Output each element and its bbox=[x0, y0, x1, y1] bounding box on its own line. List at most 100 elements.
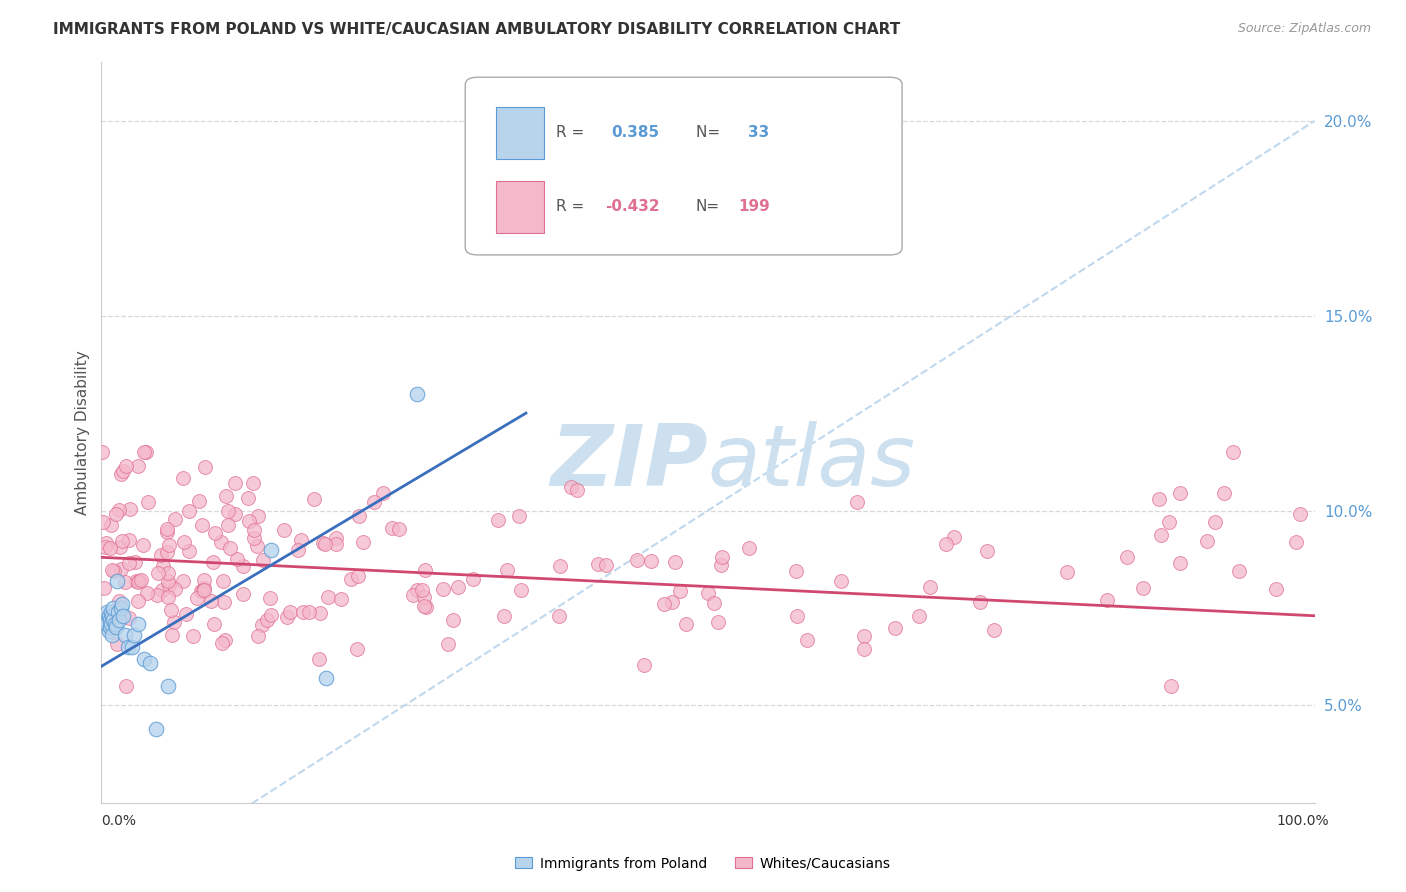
Point bbox=[260, 542, 283, 557]
Point bbox=[112, 464, 135, 478]
Point bbox=[652, 597, 675, 611]
Text: Source: ZipAtlas.com: Source: ZipAtlas.com bbox=[1237, 22, 1371, 36]
Point bbox=[129, 573, 152, 587]
Point bbox=[217, 517, 239, 532]
Point bbox=[101, 608, 124, 623]
Point bbox=[238, 514, 260, 528]
Point bbox=[412, 599, 434, 614]
Point bbox=[98, 613, 121, 627]
Point bbox=[110, 562, 132, 576]
Point bbox=[209, 534, 232, 549]
Point bbox=[287, 543, 309, 558]
Point bbox=[256, 613, 278, 627]
Point bbox=[1227, 564, 1250, 578]
Point bbox=[115, 459, 138, 474]
Point bbox=[325, 537, 347, 551]
Point bbox=[595, 558, 617, 573]
Point bbox=[298, 605, 321, 619]
Point bbox=[139, 656, 162, 670]
Point bbox=[100, 517, 122, 532]
Text: ZIP: ZIP bbox=[550, 421, 709, 504]
Point bbox=[1132, 582, 1154, 596]
Point bbox=[108, 502, 131, 516]
Point bbox=[290, 533, 312, 548]
Point bbox=[943, 530, 966, 544]
Point bbox=[703, 596, 725, 610]
Point bbox=[706, 615, 728, 630]
Point bbox=[115, 679, 138, 693]
Point bbox=[96, 536, 118, 550]
Point bbox=[309, 606, 332, 620]
Point bbox=[246, 629, 269, 643]
Point bbox=[212, 595, 235, 609]
Point bbox=[128, 574, 150, 588]
Text: -0.432: -0.432 bbox=[605, 199, 659, 214]
Point bbox=[495, 563, 517, 577]
Point bbox=[146, 588, 169, 602]
Point bbox=[246, 508, 269, 523]
Point bbox=[661, 595, 683, 609]
Point bbox=[312, 536, 335, 550]
Point bbox=[163, 582, 186, 596]
Point bbox=[406, 583, 429, 598]
Point bbox=[983, 623, 1005, 637]
Point bbox=[105, 637, 128, 651]
Point bbox=[122, 628, 145, 642]
Point bbox=[315, 671, 337, 685]
Point bbox=[226, 552, 249, 566]
Point bbox=[242, 475, 264, 490]
Point bbox=[236, 491, 259, 505]
Point bbox=[186, 591, 208, 605]
Point bbox=[347, 569, 370, 583]
Point bbox=[214, 633, 236, 648]
Point bbox=[388, 522, 411, 536]
Point bbox=[883, 621, 905, 635]
Point bbox=[1213, 486, 1236, 500]
Point bbox=[291, 605, 314, 619]
Point bbox=[145, 722, 167, 736]
Point bbox=[103, 616, 125, 631]
Point bbox=[152, 582, 174, 597]
Point bbox=[243, 524, 266, 538]
Point bbox=[156, 679, 179, 693]
Text: 199: 199 bbox=[738, 199, 770, 214]
Point bbox=[157, 538, 180, 552]
Point bbox=[830, 574, 852, 589]
Point bbox=[796, 632, 818, 647]
Point bbox=[121, 640, 143, 654]
Point bbox=[104, 620, 127, 634]
Point bbox=[318, 590, 340, 604]
Point bbox=[668, 584, 690, 599]
Point bbox=[1097, 592, 1119, 607]
Point bbox=[156, 525, 179, 540]
Point bbox=[194, 459, 217, 474]
Point bbox=[908, 609, 931, 624]
Point bbox=[314, 537, 336, 551]
Point bbox=[560, 480, 582, 494]
Point bbox=[101, 563, 124, 577]
Point bbox=[548, 558, 571, 573]
Point bbox=[187, 493, 209, 508]
Point bbox=[711, 550, 734, 565]
Point bbox=[1285, 535, 1308, 549]
Point bbox=[193, 581, 215, 595]
Y-axis label: Ambulatory Disability: Ambulatory Disability bbox=[75, 351, 90, 515]
Point bbox=[302, 492, 325, 507]
Point bbox=[101, 628, 124, 642]
Point bbox=[252, 618, 274, 632]
Point bbox=[127, 459, 149, 474]
Point bbox=[179, 544, 201, 558]
Point bbox=[93, 582, 115, 596]
Point bbox=[405, 386, 427, 401]
Point bbox=[276, 609, 298, 624]
Point bbox=[219, 541, 242, 555]
Point bbox=[224, 476, 246, 491]
Point bbox=[94, 613, 117, 627]
Point bbox=[1056, 565, 1078, 579]
Point bbox=[697, 586, 720, 600]
Point bbox=[675, 617, 697, 632]
Point bbox=[97, 624, 120, 639]
Point bbox=[149, 549, 172, 563]
Text: IMMIGRANTS FROM POLAND VS WHITE/CAUCASIAN AMBULATORY DISABILITY CORRELATION CHAR: IMMIGRANTS FROM POLAND VS WHITE/CAUCASIA… bbox=[53, 22, 901, 37]
Point bbox=[413, 590, 436, 604]
